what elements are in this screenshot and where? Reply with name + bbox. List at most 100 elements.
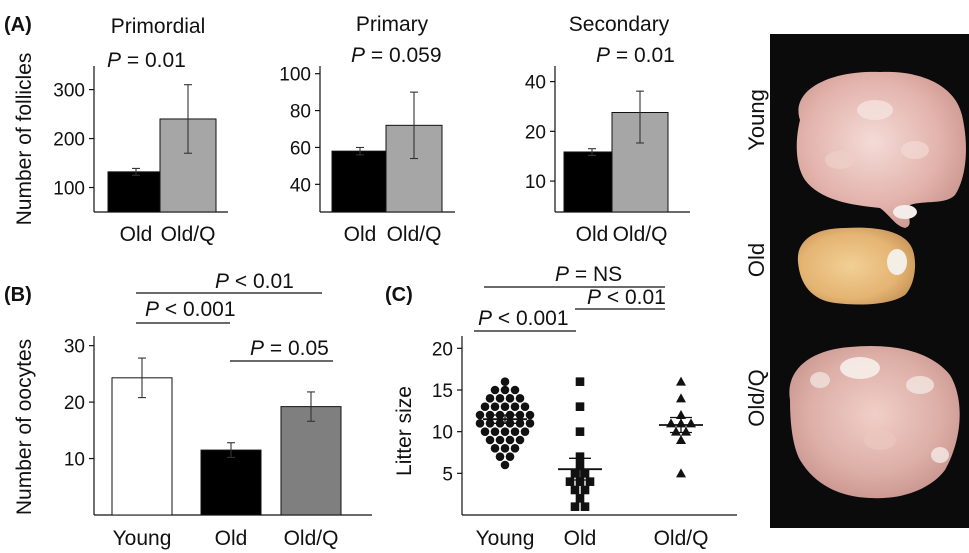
- ylabel-oocytes: Number of oocytes: [13, 339, 36, 515]
- chart-secondary: 10 20 40 Old Old/Q: [525, 66, 690, 246]
- y-tick-label-3-0: 10: [64, 450, 85, 471]
- chart-primordial: 100 200 300 Old Old/Q: [53, 66, 228, 246]
- category-label-4-0: Young: [476, 527, 535, 550]
- comparison-label-b-2-p: P: [250, 337, 264, 360]
- point-young-4: [485, 394, 495, 403]
- point-young-12: [520, 402, 530, 411]
- y-tick-label-3-2: 30: [64, 337, 85, 358]
- point-young-19: [475, 419, 485, 428]
- category-label-0-0: Old: [120, 223, 153, 246]
- point-young-29: [520, 427, 530, 436]
- point-young-34: [490, 444, 500, 453]
- comparison-label-b-0: P < 0.01: [215, 270, 294, 293]
- point-old-8: [575, 477, 585, 486]
- point-young-38: [505, 452, 515, 461]
- y-tick-label-0-2: 300: [53, 81, 85, 102]
- category-label-3-2: Old/Q: [284, 527, 339, 550]
- chart-title-secondary: Secondary: [569, 13, 670, 36]
- bar-3-0: [111, 377, 173, 516]
- bar-1-0: [331, 150, 389, 213]
- point-oldq-3: [666, 418, 676, 428]
- comparison-label-b-0-p: P: [215, 270, 229, 293]
- annotation-secondary-rest: = 0.01: [610, 44, 675, 67]
- y-tick-label-4-3: 20: [432, 339, 453, 360]
- point-oldq-8: [676, 435, 686, 444]
- y-tick-label-1-0: 40: [290, 175, 311, 196]
- point-young-0: [500, 377, 510, 386]
- bar-3-2: [280, 406, 342, 516]
- point-old-1: [575, 402, 585, 411]
- point-young-24: [525, 419, 535, 428]
- category-label-0-1: Old/Q: [161, 223, 216, 246]
- point-young-6: [505, 394, 515, 403]
- point-young-32: [505, 435, 515, 445]
- point-oldq-5: [686, 418, 696, 428]
- ovary-photo: Young Old Old/Q: [744, 34, 969, 528]
- point-young-28: [510, 427, 520, 436]
- category-label-2-0: Old: [576, 223, 609, 246]
- y-tick-label-3-1: 20: [64, 393, 85, 414]
- point-young-17: [515, 410, 525, 420]
- point-young-23: [515, 419, 525, 428]
- ovary-young: [796, 71, 966, 228]
- point-old-7: [565, 477, 575, 486]
- point-old-11: [580, 485, 590, 495]
- point-young-25: [480, 427, 490, 436]
- comparison-label-c-1: P < 0.01: [587, 286, 666, 309]
- point-oldq-7: [681, 426, 691, 436]
- point-young-27: [500, 427, 510, 436]
- annotation-primordial-rest: = 0.01: [121, 49, 186, 72]
- point-oldq-0: [676, 376, 686, 386]
- y-tick-label-1-3: 100: [279, 65, 311, 86]
- comparison-label-c-1-rest: < 0.01: [601, 286, 666, 309]
- point-young-31: [495, 435, 505, 445]
- point-old-12: [575, 494, 585, 503]
- category-label-2-1: Old/Q: [613, 223, 668, 246]
- category-label-1-1: Old/Q: [387, 223, 442, 246]
- y-tick-label-2-2: 40: [525, 73, 546, 94]
- ovary-old: [797, 227, 916, 305]
- point-oldq-1: [676, 393, 686, 403]
- point-young-13: [475, 410, 485, 420]
- point-young-30: [485, 435, 495, 445]
- point-old-13: [570, 502, 580, 511]
- photo-label-young: Young: [744, 89, 769, 151]
- comparison-label-b-2-rest: = 0.05: [264, 337, 329, 360]
- comparison-label-b-2: P = 0.05: [250, 337, 329, 360]
- point-old-5: [570, 469, 580, 478]
- bar-0-0: [107, 171, 165, 213]
- comparison-label-c-0-p: P: [555, 263, 569, 286]
- point-young-1: [490, 385, 500, 395]
- y-tick-label-0-0: 100: [53, 179, 85, 200]
- point-young-14: [485, 410, 495, 420]
- bar-3-1: [200, 449, 262, 516]
- y-tick-label-4-0: 5: [442, 464, 453, 485]
- point-young-10: [500, 402, 510, 411]
- chart-primary: 40 60 80 100 Old Old/Q: [279, 65, 455, 246]
- comparison-label-c-0-rest: = NS: [569, 263, 622, 286]
- photo-label-old: Old: [744, 243, 769, 277]
- point-young-2: [500, 385, 510, 395]
- y-tick-label-4-2: 15: [432, 381, 453, 402]
- point-young-36: [510, 444, 520, 453]
- annotation-primary: P = 0.059: [351, 44, 442, 67]
- chart-title-primary: Primary: [356, 13, 429, 36]
- point-old-6: [580, 469, 590, 478]
- comparison-label-c-2: P < 0.001: [478, 307, 569, 330]
- point-old-9: [585, 477, 595, 486]
- point-old-2: [575, 427, 585, 436]
- point-young-18: [525, 410, 535, 420]
- chart-title-primordial: Primordial: [111, 15, 206, 38]
- point-young-37: [495, 452, 505, 461]
- bar-2-0: [563, 151, 621, 213]
- annotation-primordial: P = 0.01: [107, 49, 186, 72]
- ylabel-follicles: Number of follicles: [13, 53, 36, 226]
- point-oldq-6: [671, 426, 681, 436]
- point-young-35: [500, 444, 510, 453]
- point-old-0: [575, 377, 585, 386]
- ovary-oldq: [789, 345, 960, 499]
- point-old-14: [580, 502, 590, 511]
